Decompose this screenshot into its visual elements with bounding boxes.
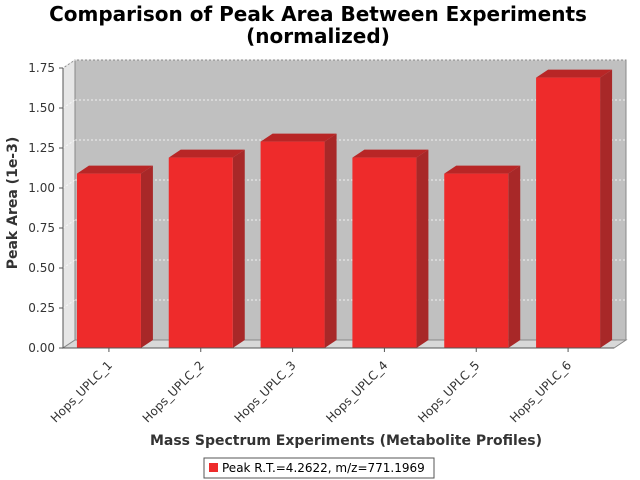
y-tick-label: 1.00 — [28, 181, 55, 195]
y-tick-label: 0.25 — [28, 301, 55, 315]
bar-Hops_UPLC_4 — [352, 149, 429, 348]
grid-line-side — [62, 99, 76, 109]
grid-line-side — [62, 259, 76, 269]
bar-Hops_UPLC_1 — [76, 165, 153, 348]
bars — [76, 69, 613, 348]
x-tick-label: Hops_UPLC_6 — [507, 358, 574, 425]
grid-line-side — [62, 139, 76, 149]
x-tick-label: Hops_UPLC_5 — [415, 358, 482, 425]
bar-Hops_UPLC_6 — [536, 69, 613, 348]
grid-line-side — [62, 179, 76, 189]
bar-side — [600, 69, 613, 348]
bar-top — [536, 69, 613, 78]
grid-lines — [62, 59, 626, 309]
bar-top — [76, 165, 153, 174]
bar-side — [416, 149, 429, 348]
grid-line-side — [62, 219, 76, 229]
y-axis-label: Peak Area (1e-3) — [5, 137, 21, 270]
bar-side — [140, 165, 153, 348]
bar-top — [168, 149, 245, 158]
bar-front — [260, 141, 325, 348]
y-tick-label: 0.75 — [28, 221, 55, 235]
plot-back-wall — [74, 59, 627, 341]
bar-front — [536, 77, 601, 348]
bar-top — [444, 165, 521, 174]
y-tick-label: 1.75 — [28, 61, 55, 75]
bar-front — [352, 157, 417, 348]
plot-area — [61, 59, 628, 349]
chart-title-line-2: (normalized) — [246, 24, 390, 48]
x-axis-label: Mass Spectrum Experiments (Metabolite Pr… — [150, 433, 542, 449]
y-axis: 0.00 0.25 0.50 0.75 1.00 1.25 1.50 1.75 — [28, 61, 64, 355]
bar-top — [260, 133, 337, 142]
y-tick-label: 0.00 — [28, 341, 55, 355]
y-tick-label: 1.25 — [28, 141, 55, 155]
bar-Hops_UPLC_2 — [168, 149, 245, 348]
bar-front — [76, 173, 141, 348]
legend-label: Peak R.T.=4.2622, m/z=771.1969 — [222, 461, 425, 475]
x-tick-label: Hops_UPLC_2 — [140, 358, 207, 425]
x-axis: Hops_UPLC_1 Hops_UPLC_2 Hops_UPLC_3 Hops_UP… — [48, 347, 614, 425]
legend-box — [203, 457, 435, 479]
bar-side — [508, 165, 521, 348]
plot-side-wall — [62, 59, 76, 349]
bar-side — [324, 133, 337, 348]
bar-Hops_UPLC_3 — [260, 133, 337, 348]
legend: Peak R.T.=4.2622, m/z=771.1969 — [203, 457, 435, 479]
y-tick-label: 1.50 — [28, 101, 55, 115]
bar-front — [444, 173, 509, 348]
grid-line-side — [62, 299, 76, 309]
grid-line-side — [62, 59, 76, 69]
bar-front — [168, 157, 233, 348]
x-tick-label: Hops_UPLC_3 — [232, 358, 299, 425]
bar-Hops_UPLC_5 — [444, 165, 521, 348]
x-tick-label: Hops_UPLC_4 — [323, 358, 390, 425]
y-tick-label: 0.50 — [28, 261, 55, 275]
chart-title-line-1: Comparison of Peak Area Between Experime… — [49, 2, 587, 26]
x-tick-label: Hops_UPLC_1 — [48, 358, 115, 425]
bar-side — [232, 149, 245, 348]
legend-swatch — [209, 463, 218, 472]
bar-top — [352, 149, 429, 158]
